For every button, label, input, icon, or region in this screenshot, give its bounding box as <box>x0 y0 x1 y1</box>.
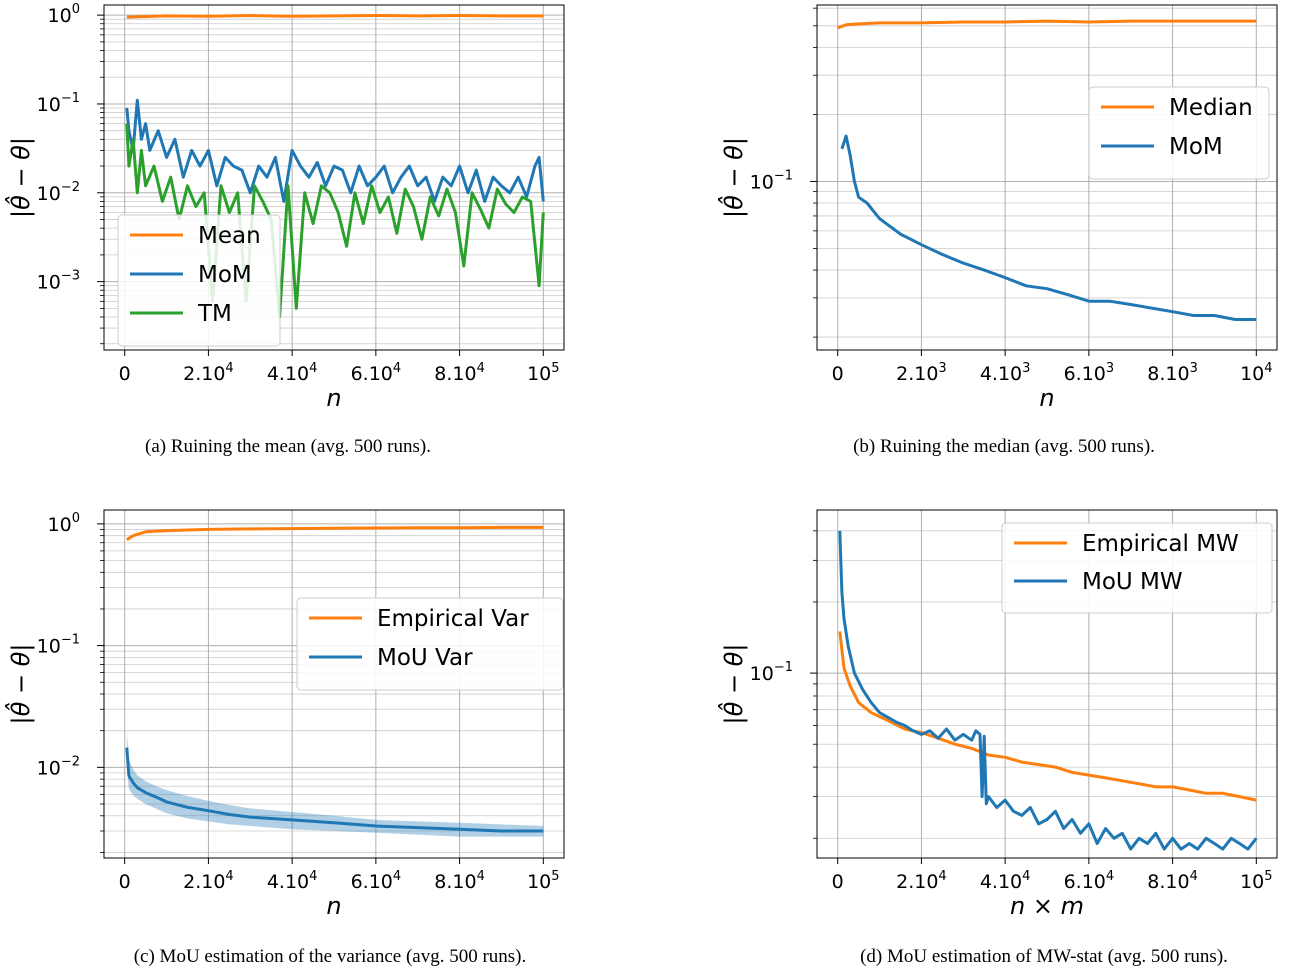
caption: (d) MoU estimation of MW-stat (avg. 500 … <box>860 946 1228 967</box>
caption: (b) Ruining the median (avg. 500 runs). <box>853 436 1155 457</box>
legend-label: Empirical Var <box>377 606 529 632</box>
x-tick-label: 105 <box>527 869 559 893</box>
y-tick-label: 10−1 <box>37 633 80 658</box>
y-tick-label: 100 <box>48 2 80 27</box>
x-tick-label: 6.104 <box>351 361 402 385</box>
legend: Median MoM <box>1088 86 1270 180</box>
x-tick-label: 8.104 <box>1147 869 1198 893</box>
axes-frame <box>103 509 565 859</box>
x-axis-label: n <box>326 892 341 920</box>
series-line-mean <box>126 14 544 19</box>
x-axis-label: n <box>326 384 341 412</box>
x-tick-label: 4.104 <box>267 361 318 385</box>
x-tick-label: 8.104 <box>434 361 485 385</box>
caption: (c) MoU estimation of the variance (avg.… <box>134 946 527 967</box>
x-tick-label: 104 <box>1240 361 1272 385</box>
series-line-median <box>837 19 1257 30</box>
x-tick-label: 2.104 <box>896 869 947 893</box>
grid <box>100 5 564 350</box>
x-tick-label: 0 <box>119 363 131 385</box>
y-tick-label: 100 <box>48 511 80 536</box>
legend-label: MoM <box>198 262 252 288</box>
y-axis-label: |θ̂ − θ| <box>5 644 35 725</box>
y-tick-label: 10−1 <box>750 660 793 685</box>
x-tick-label: 4.104 <box>267 869 318 893</box>
legend-label: MoM <box>1169 134 1223 160</box>
x-tick-label: 2.104 <box>183 361 234 385</box>
x-axis-label: n <box>1039 384 1054 412</box>
series-line-mou-var <box>125 747 544 833</box>
y-axis-label: |θ̂ − θ| <box>5 137 35 218</box>
x-tick-label: 6.103 <box>1064 361 1115 385</box>
series-line-empirical-mw <box>838 631 1257 802</box>
axes-frame <box>816 4 1278 351</box>
legend-label: Mean <box>198 223 261 249</box>
series-line-mom <box>840 134 1257 321</box>
x-tick-label: 0 <box>119 871 131 893</box>
x-tick-label: 8.104 <box>434 869 485 893</box>
chart-panel-d: 0 2.104 4.104 6.104 8.104 105 10−1 n × m |θ̂ − θ… <box>718 509 1278 967</box>
y-tick-label: 10−3 <box>37 269 80 294</box>
y-tick-label: 10−1 <box>37 91 80 116</box>
grid <box>813 5 1277 350</box>
legend-label: Median <box>1169 95 1253 121</box>
x-tick-label: 6.104 <box>351 869 402 893</box>
y-axis-label: |θ̂ − θ| <box>718 644 748 725</box>
legend: Empirical MW MoU MW <box>1001 522 1273 614</box>
x-tick-label: 2.103 <box>896 361 947 385</box>
chart-panel-b: 0 2.103 4.103 6.103 8.103 104 10−1 n |θ̂ − θ| Med… <box>718 4 1278 457</box>
series-line-mom <box>125 98 545 203</box>
plot-area <box>125 14 545 319</box>
plot-area <box>838 530 1258 851</box>
legend: Mean MoM TM <box>117 214 281 347</box>
plot-area <box>125 525 544 837</box>
legend-label: TM <box>197 301 232 327</box>
series-band-1 <box>126 730 544 837</box>
x-tick-label: 6.104 <box>1064 869 1115 893</box>
legend-label: Empirical MW <box>1082 531 1239 557</box>
chart-panel-c: 0 2.104 4.104 6.104 8.104 105 10−2 10−1 100 n |θ̂ … <box>5 509 565 967</box>
x-tick-label: 105 <box>527 361 559 385</box>
y-axis-label: |θ̂ − θ| <box>718 137 748 218</box>
x-tick-label: 0 <box>832 363 844 385</box>
caption: (a) Ruining the mean (avg. 500 runs). <box>145 436 431 457</box>
legend: Empirical Var MoU Var <box>296 597 564 691</box>
legend-box <box>1088 86 1270 180</box>
x-tick-label: 4.103 <box>980 361 1031 385</box>
series-line-tm <box>125 123 545 319</box>
legend-label: MoU MW <box>1082 569 1183 595</box>
x-tick-label: 2.104 <box>183 869 234 893</box>
x-tick-label: 8.103 <box>1147 361 1198 385</box>
y-tick-label: 10−2 <box>37 754 80 779</box>
x-tick-label: 105 <box>1240 869 1272 893</box>
series-line-empirical-var <box>125 525 544 542</box>
legend-box <box>296 597 564 691</box>
y-tick-label: 10−2 <box>37 180 80 205</box>
axes-frame <box>103 4 565 351</box>
x-tick-label: 0 <box>832 871 844 893</box>
chart-panel-a: 0 2.104 4.104 6.104 8.104 105 10−3 10−2 10−1 100 n… <box>5 2 565 457</box>
x-tick-label: 4.104 <box>980 869 1031 893</box>
x-axis-label: n × m <box>1010 892 1084 920</box>
legend-box <box>1001 522 1273 614</box>
y-tick-label: 10−1 <box>750 168 793 193</box>
legend-label: MoU Var <box>377 645 473 671</box>
series-line-mou-mw <box>838 530 1258 851</box>
axes-frame <box>816 509 1278 859</box>
plot-area <box>837 19 1257 321</box>
